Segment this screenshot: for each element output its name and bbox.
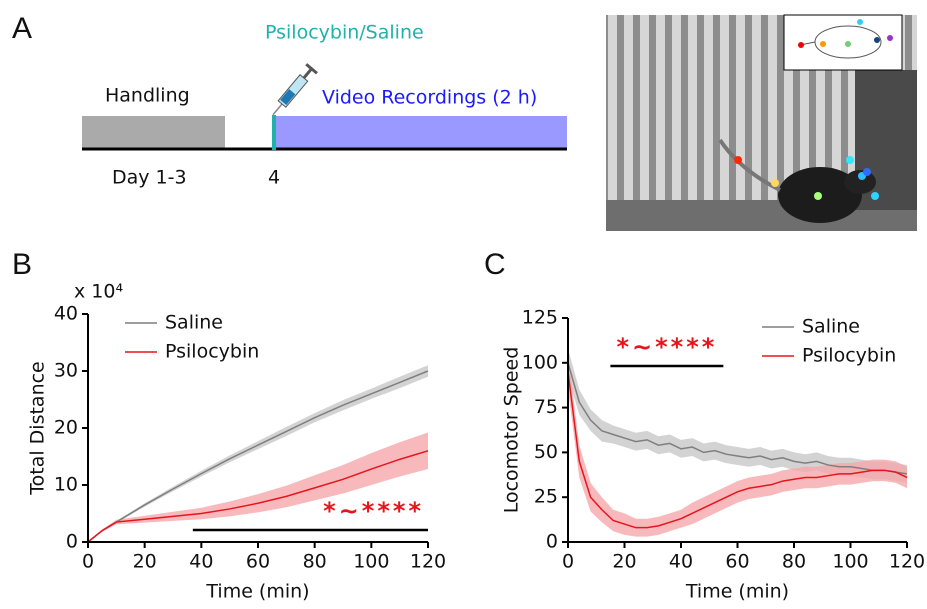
x-tick-label: 80: [782, 551, 806, 573]
legend-label: Psilocybin: [802, 345, 896, 367]
x-axis-label: Time (min): [685, 581, 789, 603]
x-tick-label: 100: [832, 551, 868, 573]
x-tick-label: 0: [562, 551, 574, 573]
y-tick-label: 50: [534, 441, 558, 463]
x-axis-label: Time (min): [205, 581, 309, 603]
series-line: [87, 370, 429, 543]
y-multiplier: x 10⁴: [74, 281, 123, 303]
handling-block: [82, 116, 225, 149]
y-tick-label: 0: [66, 531, 78, 553]
panel-label: A: [12, 12, 32, 45]
stage-label: Video Recordings (2 h): [322, 87, 537, 109]
recording-block: [276, 116, 567, 149]
syringe: [272, 63, 318, 116]
error-band: [568, 348, 907, 483]
x-tick-label: 100: [353, 551, 389, 573]
series-line: [567, 362, 908, 475]
x-tick-label: 120: [410, 551, 446, 573]
y-tick-label: 75: [534, 396, 558, 418]
x-tick-label: 80: [303, 551, 327, 573]
timeline: Handling Psilocybin/Saline Video Recordi…: [82, 22, 567, 189]
error-band: [88, 432, 428, 542]
x-tick-label: 40: [189, 551, 213, 573]
series-line: [567, 371, 908, 529]
day-label: Day 1-3: [112, 167, 187, 189]
x-tick-label: 20: [133, 551, 157, 573]
video-frame: [606, 14, 917, 231]
legend-label: Saline: [165, 312, 223, 334]
y-tick-label: 0: [546, 531, 558, 553]
y-axis-label: Locomotor Speed: [501, 347, 523, 514]
y-tick-label: 25: [534, 486, 558, 508]
significance-label: *~****: [323, 497, 424, 525]
y-tick-label: 125: [522, 307, 558, 329]
y-axis-label: Total Distance: [27, 361, 49, 496]
panel-label: B: [12, 248, 32, 281]
y-tick-label: 40: [54, 303, 78, 325]
y-tick-label: 100: [522, 351, 558, 373]
x-tick-label: 120: [889, 551, 925, 573]
x-tick-label: 20: [612, 551, 636, 573]
y-tick-label: 30: [54, 360, 78, 382]
x-tick-label: 40: [669, 551, 693, 573]
treatment-label: Psilocybin/Saline: [265, 22, 424, 44]
x-tick-label: 0: [82, 551, 94, 573]
day-label: 4: [268, 167, 280, 189]
x-tick-label: 60: [246, 551, 270, 573]
panel-label: C: [484, 248, 506, 281]
x-tick-label: 60: [725, 551, 749, 573]
series-line: [87, 450, 429, 543]
stage-label: Handling: [105, 85, 190, 107]
significance-label: *~****: [616, 333, 717, 361]
legend-label: Psilocybin: [165, 341, 259, 363]
y-tick-label: 20: [54, 417, 78, 439]
error-band: [568, 353, 907, 537]
y-tick-label: 10: [54, 474, 78, 496]
legend-label: Saline: [802, 316, 860, 338]
error-band: [88, 365, 428, 542]
